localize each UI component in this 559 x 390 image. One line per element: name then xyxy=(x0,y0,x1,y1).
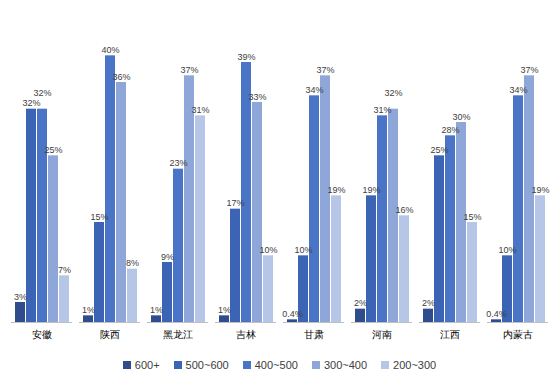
svg-text:28%: 28% xyxy=(441,125,459,135)
svg-text:32%: 32% xyxy=(33,88,51,98)
svg-text:25%: 25% xyxy=(430,145,448,155)
svg-text:39%: 39% xyxy=(237,52,255,62)
svg-text:10%: 10% xyxy=(294,245,312,255)
svg-text:15%: 15% xyxy=(463,212,481,222)
svg-text:9%: 9% xyxy=(161,252,174,262)
svg-text:16%: 16% xyxy=(395,205,413,215)
svg-text:河南: 河南 xyxy=(372,329,392,340)
svg-text:36%: 36% xyxy=(112,72,130,82)
svg-text:2%: 2% xyxy=(422,298,435,308)
svg-text:1%: 1% xyxy=(82,305,95,315)
html-text:300~400: 300~400 xyxy=(323,359,367,371)
svg-text:江西: 江西 xyxy=(440,329,460,340)
svg-text:0.4%: 0.4% xyxy=(486,309,507,319)
svg-text:19%: 19% xyxy=(327,185,345,195)
html-text:400~500: 400~500 xyxy=(254,359,298,371)
svg-text:23%: 23% xyxy=(169,158,187,168)
svg-text:陕西: 陕西 xyxy=(100,329,120,340)
html-text:500~600: 500~600 xyxy=(185,359,229,371)
svg-text:3%: 3% xyxy=(14,292,27,302)
svg-text:34%: 34% xyxy=(305,85,323,95)
svg-text:19%: 19% xyxy=(362,185,380,195)
svg-text:37%: 37% xyxy=(316,65,334,75)
svg-text:25%: 25% xyxy=(44,145,62,155)
svg-text:1%: 1% xyxy=(218,305,231,315)
svg-text:7%: 7% xyxy=(58,265,71,275)
svg-text:安徽: 安徽 xyxy=(32,329,52,340)
svg-text:内蒙古: 内蒙古 xyxy=(503,329,533,340)
svg-text:19%: 19% xyxy=(531,185,549,195)
svg-text:10%: 10% xyxy=(259,245,277,255)
svg-text:31%: 31% xyxy=(373,105,391,115)
svg-text:甘肃: 甘肃 xyxy=(304,329,324,340)
html-text:200~300: 200~300 xyxy=(393,359,437,371)
svg-text:10%: 10% xyxy=(498,245,516,255)
svg-text:2%: 2% xyxy=(354,298,367,308)
svg-text:吉林: 吉林 xyxy=(236,329,256,340)
svg-text:30%: 30% xyxy=(452,112,470,122)
svg-text:15%: 15% xyxy=(90,212,108,222)
html-text:600+: 600+ xyxy=(134,359,160,371)
svg-text:37%: 37% xyxy=(520,65,538,75)
svg-text:34%: 34% xyxy=(509,85,527,95)
svg-text:33%: 33% xyxy=(248,92,266,102)
svg-text:37%: 37% xyxy=(180,65,198,75)
svg-text:黑龙江: 黑龙江 xyxy=(163,329,193,340)
svg-text:40%: 40% xyxy=(101,45,119,55)
svg-text:32%: 32% xyxy=(384,88,402,98)
svg-text:32%: 32% xyxy=(22,98,40,108)
svg-text:17%: 17% xyxy=(226,198,244,208)
svg-text:31%: 31% xyxy=(191,105,209,115)
svg-text:1%: 1% xyxy=(150,305,163,315)
svg-text:0.4%: 0.4% xyxy=(282,309,303,319)
svg-text:8%: 8% xyxy=(126,258,139,268)
